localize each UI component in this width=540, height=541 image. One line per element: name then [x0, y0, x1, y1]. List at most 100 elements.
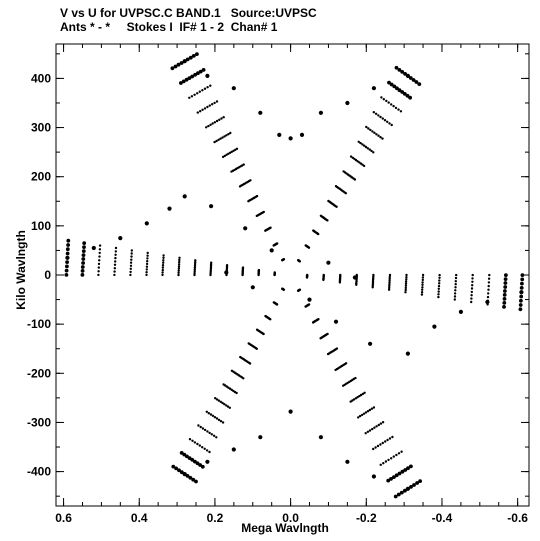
uv-point — [487, 277, 491, 280]
uv-point — [333, 319, 339, 324]
uv-point — [64, 273, 69, 277]
uv-point — [418, 479, 422, 483]
uv-point — [205, 73, 210, 78]
uv-point — [231, 447, 236, 452]
uv-point — [486, 295, 490, 299]
x-tick-label: -0.2 — [356, 511, 377, 525]
uv-point — [215, 417, 219, 420]
uv-point — [404, 282, 408, 285]
uv-point — [344, 192, 347, 195]
uv-point — [379, 463, 382, 466]
uv-point — [369, 128, 372, 132]
uv-point — [130, 258, 133, 261]
uv-point — [273, 271, 276, 274]
y-tick-label: -400 — [27, 465, 51, 479]
uv-point — [177, 273, 180, 277]
uv-point — [193, 459, 197, 464]
uv-point — [209, 84, 212, 87]
uv-point — [458, 309, 463, 314]
uv-point — [217, 138, 220, 141]
uv-point — [65, 260, 69, 264]
uv-point — [518, 303, 523, 307]
uv-point — [362, 164, 366, 168]
uv-point — [174, 466, 179, 471]
uv-point — [471, 280, 474, 283]
uv-point — [388, 273, 392, 277]
y-tick-label: -200 — [27, 366, 51, 380]
uv-point — [399, 490, 404, 495]
uv-point — [193, 441, 197, 444]
uv-point — [388, 284, 391, 288]
uv-point — [454, 276, 458, 280]
uv-point — [211, 103, 214, 106]
uv-point — [282, 258, 286, 261]
y-tick-label: -100 — [27, 317, 51, 331]
uv-point — [334, 368, 337, 372]
uv-point — [470, 297, 473, 300]
uv-point — [349, 155, 353, 158]
uv-point — [383, 119, 387, 122]
uv-point — [405, 276, 408, 279]
uv-point — [371, 86, 376, 91]
uv-point — [408, 76, 413, 80]
uv-point — [145, 271, 148, 274]
uv-point — [113, 270, 116, 273]
uv-point — [357, 416, 360, 419]
uv-point — [437, 284, 441, 288]
uv-point — [201, 68, 206, 72]
uv-point — [269, 248, 274, 253]
uv-point — [420, 293, 424, 296]
uv-point — [222, 116, 225, 119]
uv-point — [277, 132, 282, 137]
uv-point — [408, 95, 412, 100]
uv-point — [221, 421, 225, 424]
uv-point — [453, 298, 456, 301]
uv-point — [421, 273, 425, 277]
uv-point — [519, 298, 523, 303]
uv-point — [454, 289, 457, 292]
uv-point — [219, 137, 222, 140]
x-tick-label: -0.4 — [432, 511, 453, 525]
uv-point — [487, 292, 490, 295]
uv-point — [386, 438, 389, 442]
uv-point — [129, 273, 132, 277]
uv-point — [114, 256, 117, 260]
uv-point — [438, 279, 441, 282]
uv-point — [255, 194, 259, 198]
uv-point — [365, 125, 368, 129]
uv-point — [400, 450, 403, 453]
uv-point — [520, 277, 525, 282]
uv-point — [389, 82, 394, 87]
uv-point — [405, 73, 410, 78]
uv-point — [381, 441, 384, 445]
uv-point — [239, 355, 242, 359]
uv-point — [173, 64, 178, 69]
uv-point — [215, 119, 219, 123]
axis-ticks — [56, 44, 529, 506]
uv-point — [368, 408, 372, 412]
uv-point — [366, 410, 370, 413]
uv-point — [393, 494, 398, 499]
y-axis-title: Kilo Wavlngth — [14, 230, 28, 310]
uv-point — [188, 96, 191, 100]
uv-point — [193, 72, 198, 77]
uv-point — [80, 273, 85, 277]
uv-point — [80, 265, 85, 269]
uv-point — [181, 79, 186, 84]
uv-point — [421, 278, 424, 282]
uv-point — [182, 472, 187, 477]
uv-point — [319, 337, 322, 340]
uv-point — [455, 273, 458, 277]
uv-point — [196, 442, 199, 446]
uv-point — [162, 254, 165, 257]
uv-point — [376, 444, 380, 448]
uv-point — [145, 265, 149, 268]
uv-point — [193, 262, 197, 266]
uv-point — [375, 133, 378, 136]
uv-point — [299, 132, 305, 137]
uv-point — [388, 281, 391, 284]
uv-point — [519, 290, 524, 295]
uv-point — [503, 289, 507, 293]
uv-point — [400, 90, 405, 94]
